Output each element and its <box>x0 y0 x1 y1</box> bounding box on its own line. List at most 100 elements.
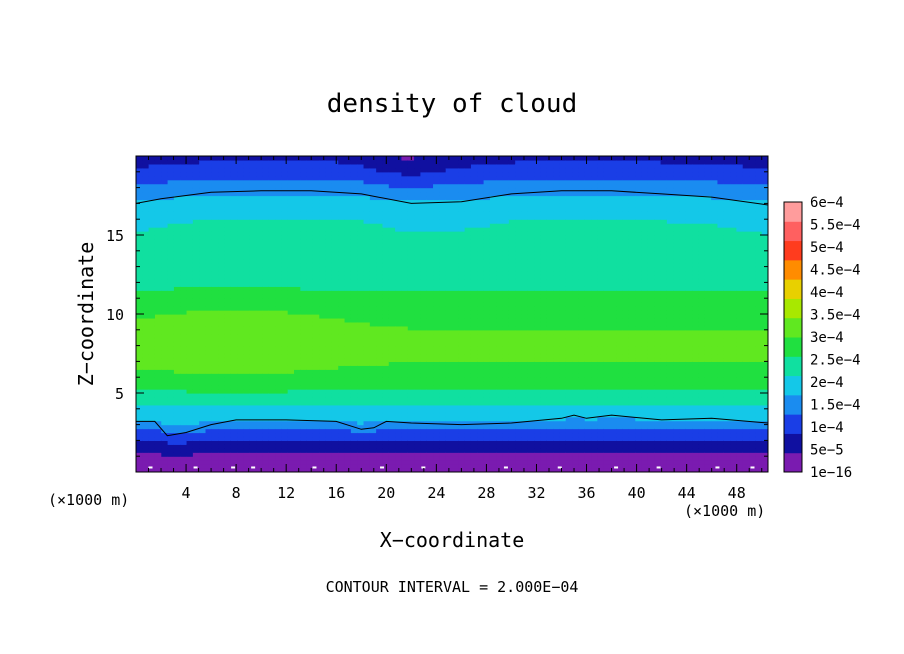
heatmap-cell <box>464 412 472 418</box>
heatmap-cell <box>199 310 207 315</box>
heatmap-cell <box>136 282 143 287</box>
heatmap-cell <box>218 199 226 204</box>
heatmap-cell <box>477 436 485 441</box>
heatmap-cell <box>154 393 162 398</box>
heatmap-cell <box>186 349 194 355</box>
heatmap-cell <box>205 396 213 402</box>
heatmap-cell <box>325 396 333 402</box>
heatmap-cell <box>319 420 327 426</box>
heatmap-cell <box>515 159 523 165</box>
heatmap-cell <box>414 254 421 260</box>
heatmap-cell <box>401 321 409 327</box>
heatmap-cell <box>205 219 213 224</box>
heatmap-cell <box>167 400 175 406</box>
heatmap-cell <box>369 211 377 216</box>
heatmap-cell <box>275 317 282 323</box>
heatmap-cell <box>319 428 327 434</box>
heatmap-cell <box>464 306 472 311</box>
heatmap-cell <box>205 317 213 323</box>
heatmap-cell <box>433 211 440 216</box>
heatmap-cell <box>243 179 251 185</box>
heatmap-cell <box>136 219 143 224</box>
heatmap-cell <box>338 302 346 307</box>
heatmap-cell <box>426 373 434 378</box>
heatmap-cell <box>464 345 472 351</box>
heatmap-cell <box>281 412 289 418</box>
heatmap-cell <box>224 452 232 457</box>
heatmap-cell <box>458 231 466 236</box>
heatmap-cell <box>376 183 384 189</box>
heatmap-cell <box>325 365 333 370</box>
heatmap-cell <box>395 282 403 287</box>
heatmap-cell <box>502 365 510 370</box>
heatmap-cell <box>407 412 415 418</box>
heatmap-cell <box>199 227 207 232</box>
heatmap-cell <box>477 250 485 256</box>
heatmap-cell <box>426 424 434 430</box>
heatmap-cell <box>325 325 333 331</box>
heatmap-cell <box>186 250 194 256</box>
heatmap-cell <box>382 381 390 386</box>
heatmap-cell <box>136 353 143 359</box>
heatmap-cell <box>363 294 371 299</box>
heatmap-cell <box>325 306 333 311</box>
heatmap-cell <box>224 310 232 315</box>
heatmap-cell <box>395 246 403 252</box>
heatmap-cell <box>186 195 194 201</box>
heatmap-cell <box>445 219 453 224</box>
heatmap-cell <box>382 231 390 236</box>
heatmap-cell <box>477 337 485 343</box>
heatmap-cell <box>180 227 188 232</box>
heatmap-cell <box>338 369 346 374</box>
heatmap-cell <box>395 357 403 362</box>
heatmap-cell <box>470 468 478 472</box>
heatmap-cell <box>452 325 459 331</box>
heatmap-cell <box>401 191 409 197</box>
heatmap-cell <box>237 290 245 295</box>
heatmap-cell <box>445 258 453 264</box>
heatmap-cell <box>521 440 529 445</box>
heatmap-cell <box>268 464 276 469</box>
heatmap-cell <box>508 396 516 402</box>
heatmap-cell <box>407 187 415 193</box>
heatmap-cell <box>527 424 535 430</box>
heatmap-cell <box>433 238 440 244</box>
heatmap-cell <box>142 286 150 291</box>
heatmap-cell <box>331 274 339 280</box>
heatmap-cell <box>180 456 188 461</box>
heatmap-cell <box>331 400 339 406</box>
heatmap-cell <box>489 381 497 386</box>
heatmap-cell <box>262 171 270 177</box>
heatmap-cell <box>515 317 523 323</box>
heatmap-cell <box>167 365 175 370</box>
heatmap-cell <box>294 171 301 177</box>
heatmap-cell <box>407 270 415 276</box>
heatmap-cell <box>388 400 396 406</box>
heatmap-cell <box>136 163 143 169</box>
heatmap-cell <box>287 211 295 216</box>
heatmap-cell <box>281 314 289 319</box>
heatmap-cell <box>180 298 188 303</box>
heatmap-cell <box>262 266 270 272</box>
heatmap-cell <box>306 317 314 323</box>
heatmap-cell <box>294 377 301 382</box>
heatmap-cell <box>527 416 535 422</box>
heatmap-cell <box>515 231 523 236</box>
heatmap-cell <box>439 361 447 366</box>
heatmap-cell <box>407 238 415 244</box>
heatmap-cell <box>180 357 188 362</box>
heatmap-cell <box>268 385 276 390</box>
heatmap-cell <box>445 298 453 303</box>
heatmap-cell <box>439 393 447 398</box>
heatmap-cell <box>338 448 346 453</box>
heatmap-cell <box>489 282 497 287</box>
heatmap-cell <box>477 389 485 394</box>
heatmap-cell <box>167 286 175 291</box>
heatmap-cell <box>148 361 156 366</box>
heatmap-cell <box>357 242 365 248</box>
heatmap-cell <box>211 203 219 208</box>
heatmap-cell <box>136 428 143 434</box>
heatmap-cell <box>148 452 156 457</box>
heatmap-cell <box>275 389 282 394</box>
heatmap-cell <box>344 203 352 208</box>
